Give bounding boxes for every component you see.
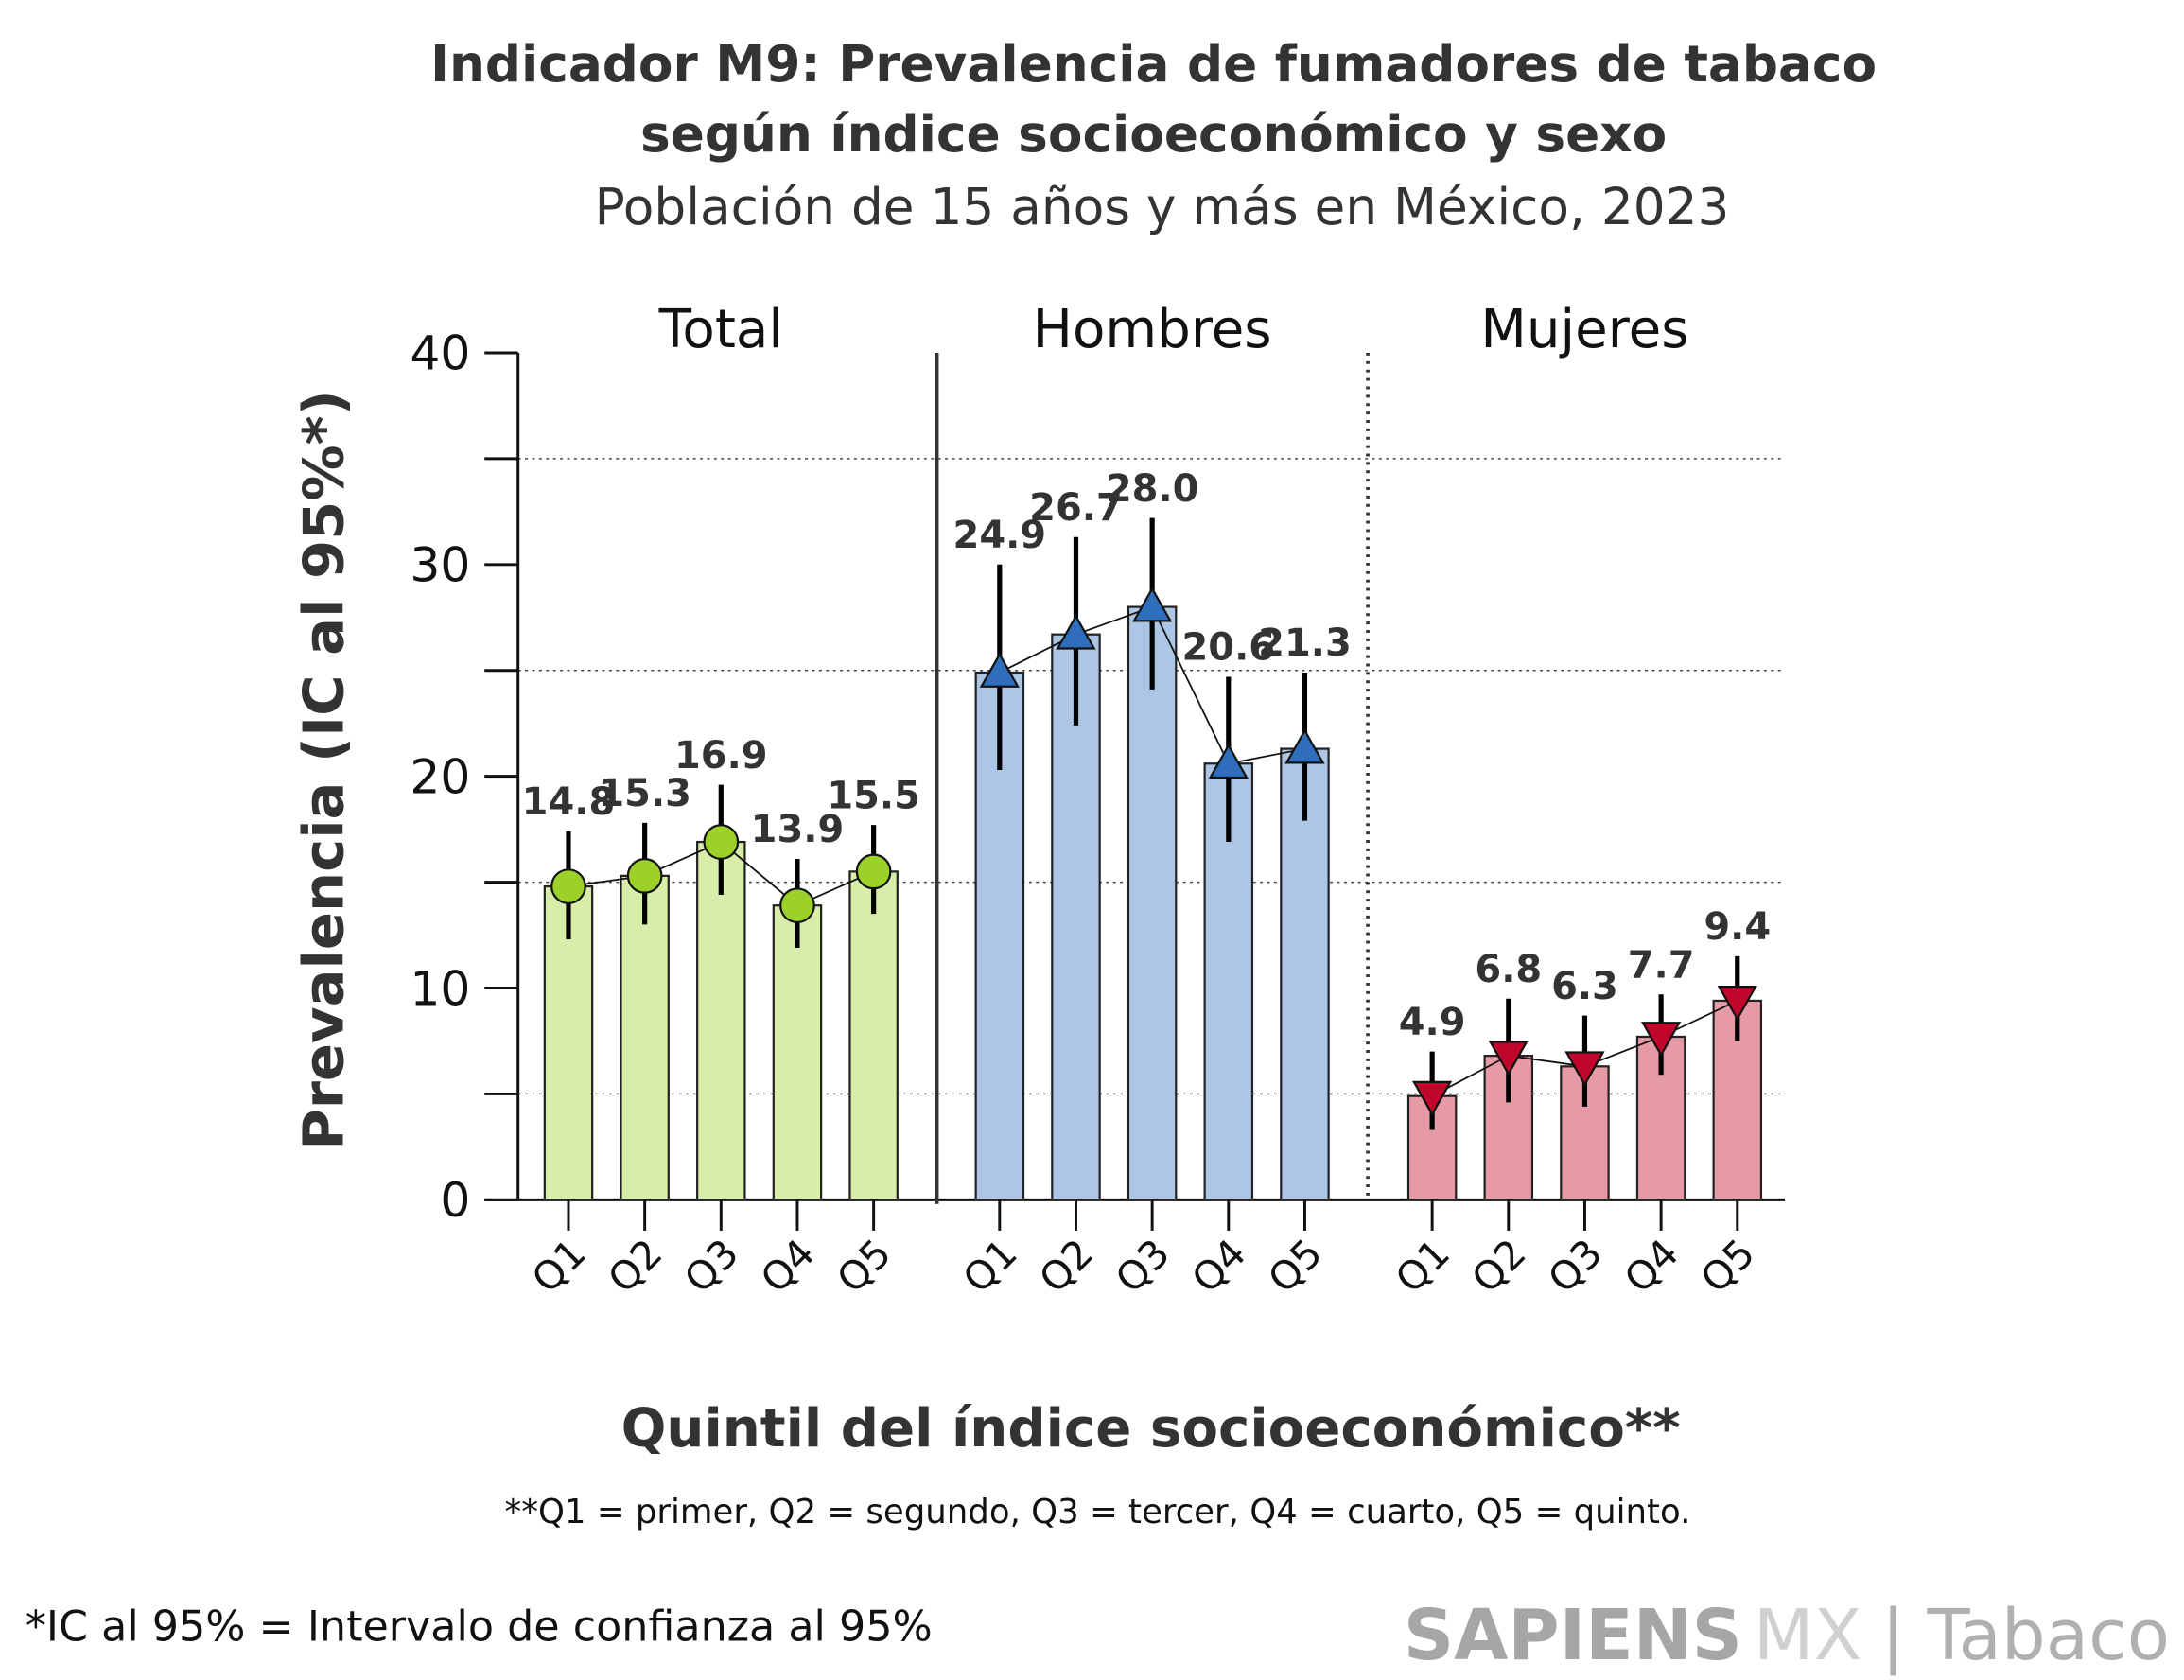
x-tick-label: Q1 — [954, 1231, 1026, 1303]
bar-hombres-q2 — [1051, 633, 1101, 1201]
data-label: 21.3 — [1258, 621, 1352, 665]
bar-hombres-q3 — [1127, 605, 1178, 1201]
brand-logo: SAPIENS MX | Tabaco — [1404, 1595, 2170, 1676]
data-label: 9.4 — [1704, 905, 1771, 949]
chart-subtitle: Población de 15 años y más en México, 20… — [595, 178, 1730, 236]
data-label: 16.9 — [674, 734, 768, 778]
y-tick-label: 0 — [440, 1172, 470, 1228]
quintile-footnote: **Q1 = primer, Q2 = segundo, Q3 = tercer… — [504, 1493, 1690, 1531]
data-label: 28.0 — [1106, 467, 1199, 511]
x-tick-label: Q4 — [1616, 1231, 1687, 1303]
bar-total-q5 — [848, 870, 899, 1201]
data-label: 4.9 — [1399, 1001, 1466, 1044]
data-label: 6.8 — [1475, 948, 1542, 991]
data-label: 13.9 — [751, 808, 845, 851]
y-axis-label: Prevalencia (IC al 95%*) — [291, 390, 357, 1149]
marker-circle — [703, 824, 740, 860]
marker-triangle-down — [1411, 1080, 1453, 1117]
x-tick-label: Q2 — [600, 1231, 672, 1303]
brand-suffix: MX — [1754, 1595, 1862, 1676]
marker-triangle-down — [1488, 1041, 1529, 1076]
marker-triangle-down — [1717, 986, 1757, 1022]
marker-triangle-down — [1564, 1051, 1605, 1087]
marker-triangle-up — [1284, 728, 1325, 764]
x-tick-label: Q4 — [752, 1231, 824, 1303]
marker-circle — [550, 868, 586, 904]
x-tick-label: Q5 — [1692, 1231, 1764, 1303]
y-tick-label: 10 — [410, 960, 470, 1016]
bar-total-q4 — [772, 904, 823, 1201]
marker-circle — [855, 853, 892, 890]
marker-triangle-up — [979, 652, 1020, 688]
data-label: 15.5 — [827, 774, 920, 817]
marker-circle — [779, 887, 815, 924]
bar-total-q3 — [696, 840, 746, 1201]
x-tick-label: Q1 — [1387, 1231, 1459, 1303]
marker-triangle-up — [1056, 614, 1096, 650]
x-tick-label: Q2 — [1031, 1231, 1103, 1303]
x-tick-label: Q5 — [829, 1231, 900, 1303]
brand-section: | Tabaco — [1881, 1595, 2170, 1676]
x-tick-label: Q2 — [1463, 1231, 1535, 1303]
data-label: 14.8 — [522, 780, 616, 824]
panel-title-mujeres: Mujeres — [1480, 299, 1688, 360]
data-label: 20.6 — [1182, 626, 1276, 670]
x-tick-label: Q5 — [1260, 1231, 1332, 1303]
chart-title-line1: Indicador M9: Prevalencia de fumadores d… — [430, 35, 1877, 94]
y-tick-label: 20 — [410, 748, 470, 804]
marker-triangle-up — [1208, 743, 1249, 779]
data-label: 26.7 — [1029, 486, 1123, 530]
marker-triangle-up — [1131, 586, 1173, 622]
x-tick-label: Q3 — [1540, 1231, 1612, 1303]
data-label: 15.3 — [598, 772, 691, 815]
panel-title-total: Total — [658, 299, 783, 360]
panel-title-hombres: Hombres — [1033, 299, 1272, 360]
marker-circle — [626, 857, 663, 894]
data-label: 7.7 — [1628, 943, 1695, 987]
x-tick-label: Q1 — [523, 1231, 595, 1303]
data-label: 6.3 — [1551, 965, 1618, 1008]
y-tick-label: 40 — [410, 325, 470, 381]
x-tick-label: Q4 — [1183, 1231, 1255, 1303]
marker-triangle-down — [1640, 1022, 1682, 1058]
y-tick-label: 30 — [410, 537, 470, 593]
chart-title-line2: según índice socioeconómico y sexo — [640, 105, 1667, 164]
x-tick-label: Q3 — [675, 1231, 747, 1303]
x-tick-label: Q3 — [1107, 1231, 1179, 1303]
brand-name: SAPIENS — [1404, 1595, 1742, 1676]
ci-footnote: *IC al 95% = Intervalo de confianza al 9… — [26, 1603, 933, 1652]
x-axis-label: Quintil del índice socioeconómico** — [621, 1398, 1681, 1460]
data-label: 24.9 — [953, 514, 1047, 557]
